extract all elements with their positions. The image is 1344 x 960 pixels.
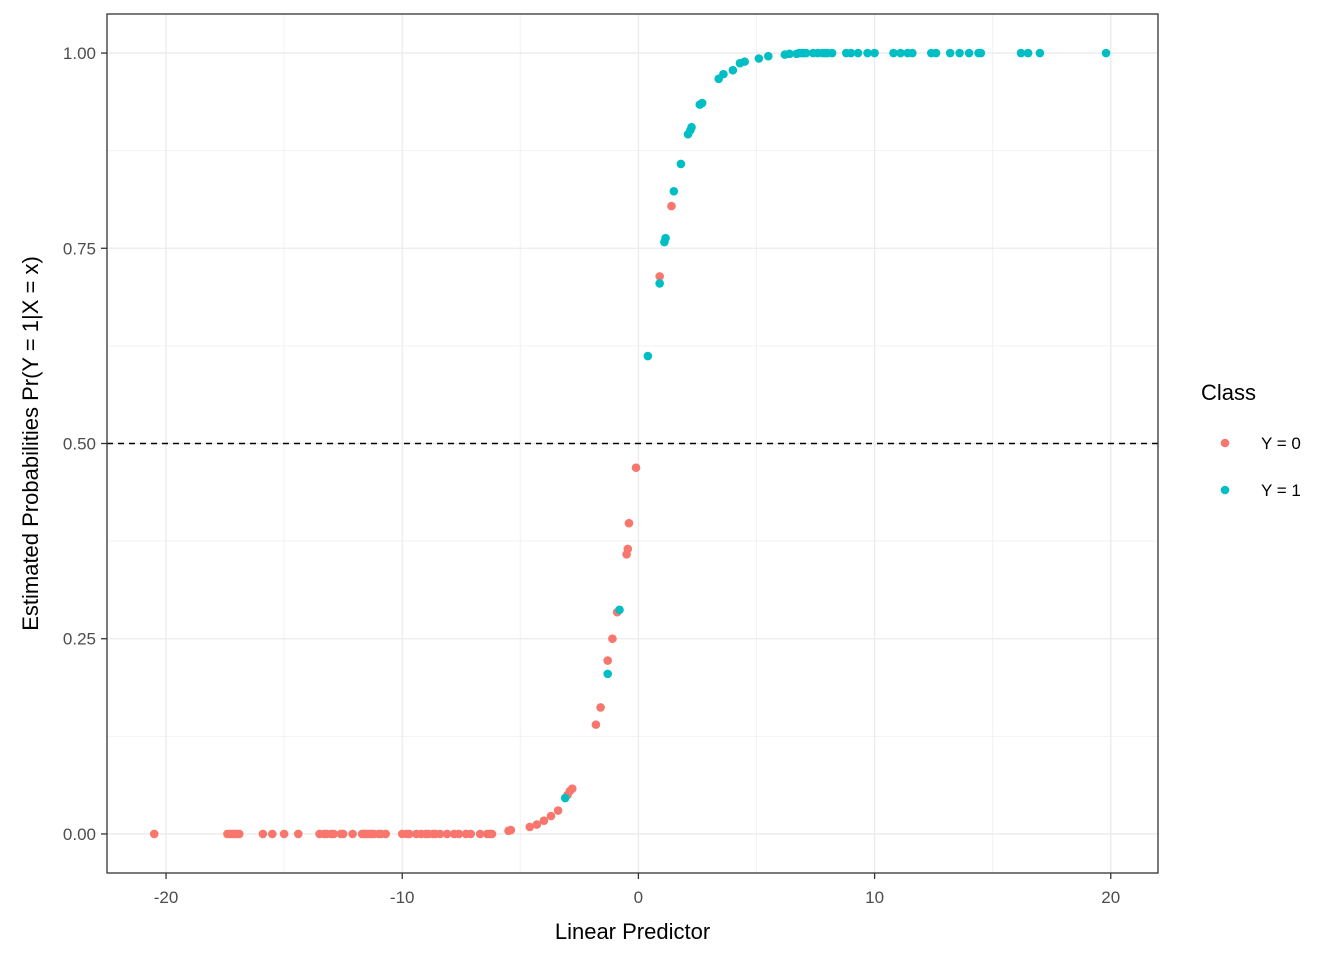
legend-key <box>1220 438 1230 448</box>
point-y0 <box>596 703 605 712</box>
point-y1 <box>676 159 686 169</box>
point-y1 <box>560 793 570 803</box>
point-y1 <box>1101 48 1111 58</box>
point-y0 <box>338 829 348 839</box>
point-y0 <box>623 544 633 554</box>
point-y1 <box>846 48 856 58</box>
point-y0 <box>525 822 535 832</box>
y-tick-label: 0.75 <box>63 239 96 258</box>
point-y1 <box>1023 48 1033 58</box>
point-y0 <box>553 806 563 815</box>
legend-title: Class <box>1201 380 1256 405</box>
point-y1 <box>955 48 964 58</box>
point-y0 <box>381 829 390 839</box>
point-y0 <box>631 463 641 473</box>
point-y0 <box>294 829 303 839</box>
point-y0 <box>348 829 357 839</box>
point-y1 <box>889 48 898 58</box>
point-y1 <box>728 65 738 75</box>
y-tick-label: 0.25 <box>63 630 96 649</box>
point-y0 <box>603 656 613 665</box>
point-y1 <box>669 186 679 196</box>
point-y1 <box>827 48 837 58</box>
y-axis-title: Estimated Probabilities Pr(Y = 1|X = x) <box>18 256 43 631</box>
point-y1 <box>655 279 664 288</box>
point-y0 <box>567 784 577 793</box>
legend: Class Y = 0 Y = 1 <box>1201 380 1301 500</box>
point-y0 <box>506 825 516 835</box>
x-axis: -20 -10 0 10 20 <box>154 873 1120 907</box>
x-axis-title: Linear Predictor <box>555 919 710 944</box>
point-y0 <box>405 829 414 839</box>
point-y1 <box>697 98 707 108</box>
point-y0 <box>435 829 445 839</box>
y-tick-label: 0.00 <box>63 825 96 844</box>
point-y1 <box>976 48 986 58</box>
point-y1 <box>764 51 773 61</box>
point-y1 <box>719 69 728 79</box>
point-y0 <box>475 829 485 839</box>
x-tick-label: -20 <box>154 888 179 907</box>
point-y0 <box>329 829 339 839</box>
point-y1 <box>853 48 863 58</box>
x-tick-label: 20 <box>1101 888 1120 907</box>
point-y1 <box>754 54 764 63</box>
point-y0 <box>532 820 542 829</box>
point-y0 <box>454 829 464 839</box>
point-y0 <box>624 518 634 528</box>
point-y0 <box>442 829 452 839</box>
minor-gridlines <box>107 14 1158 873</box>
point-y0 <box>268 829 277 839</box>
legend-label: Y = 0 <box>1261 434 1301 453</box>
point-y0 <box>608 634 617 644</box>
point-y1 <box>863 48 872 58</box>
point-y1 <box>615 605 624 615</box>
legend-label: Y = 1 <box>1261 481 1301 500</box>
point-y0 <box>258 829 268 839</box>
point-y1 <box>1016 48 1026 58</box>
point-y1 <box>964 48 974 58</box>
point-y1 <box>643 351 653 361</box>
points-layer <box>149 48 1111 839</box>
legend-key <box>1220 485 1230 495</box>
point-y1 <box>1035 48 1045 58</box>
point-y0 <box>149 829 159 839</box>
point-y1 <box>908 48 917 58</box>
point-y1 <box>870 48 879 58</box>
y-tick-label: 1.00 <box>63 44 96 63</box>
point-y0 <box>487 829 497 839</box>
y-tick-label: 0.50 <box>63 435 96 454</box>
point-y0 <box>539 816 549 825</box>
point-y0 <box>667 201 676 211</box>
point-y1 <box>785 49 794 59</box>
point-y0 <box>591 720 601 729</box>
point-y1 <box>661 233 670 243</box>
legend-items: Y = 0 Y = 1 <box>1220 434 1301 500</box>
point-y1 <box>740 57 749 66</box>
point-y1 <box>896 48 905 58</box>
point-y1 <box>945 48 955 58</box>
x-tick-label: 10 <box>865 888 884 907</box>
point-y0 <box>466 829 476 839</box>
point-y0 <box>655 272 664 281</box>
point-y0 <box>234 829 244 839</box>
point-y1 <box>687 122 696 132</box>
point-y1 <box>801 48 811 58</box>
point-y0 <box>546 811 556 821</box>
x-tick-label: -10 <box>390 888 415 907</box>
x-tick-label: 0 <box>634 888 643 907</box>
point-y1 <box>603 669 613 679</box>
point-y1 <box>931 48 941 58</box>
point-y0 <box>279 829 289 839</box>
y-axis: 0.00 0.25 0.50 0.75 1.00 <box>63 44 107 844</box>
